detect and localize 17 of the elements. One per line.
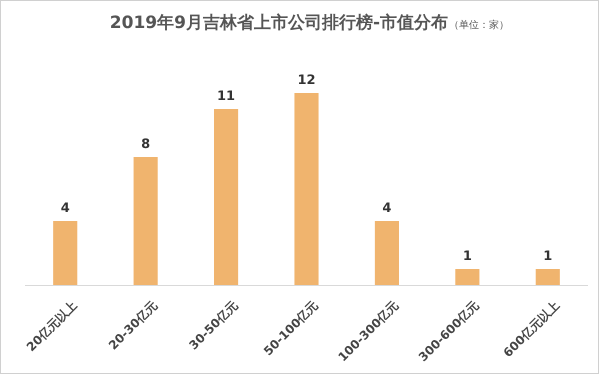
bar bbox=[455, 269, 480, 285]
data-label: 4 bbox=[60, 201, 70, 216]
chart-title: 2019年9月吉林省上市公司排行榜-市值分布 bbox=[110, 13, 448, 33]
data-label: 4 bbox=[382, 201, 392, 216]
bar bbox=[536, 269, 560, 285]
data-label: 11 bbox=[217, 89, 236, 104]
data-label: 12 bbox=[297, 73, 316, 88]
chart-subtitle: （单位：家） bbox=[449, 19, 509, 31]
x-tick-label: 20亿元以上 bbox=[24, 298, 80, 354]
bar bbox=[294, 93, 319, 285]
bar bbox=[374, 221, 399, 285]
bar bbox=[53, 221, 78, 285]
data-label: 1 bbox=[462, 249, 472, 264]
bar bbox=[134, 157, 158, 285]
data-label: 1 bbox=[543, 249, 552, 264]
data-label: 8 bbox=[141, 137, 150, 152]
bar bbox=[214, 109, 238, 285]
